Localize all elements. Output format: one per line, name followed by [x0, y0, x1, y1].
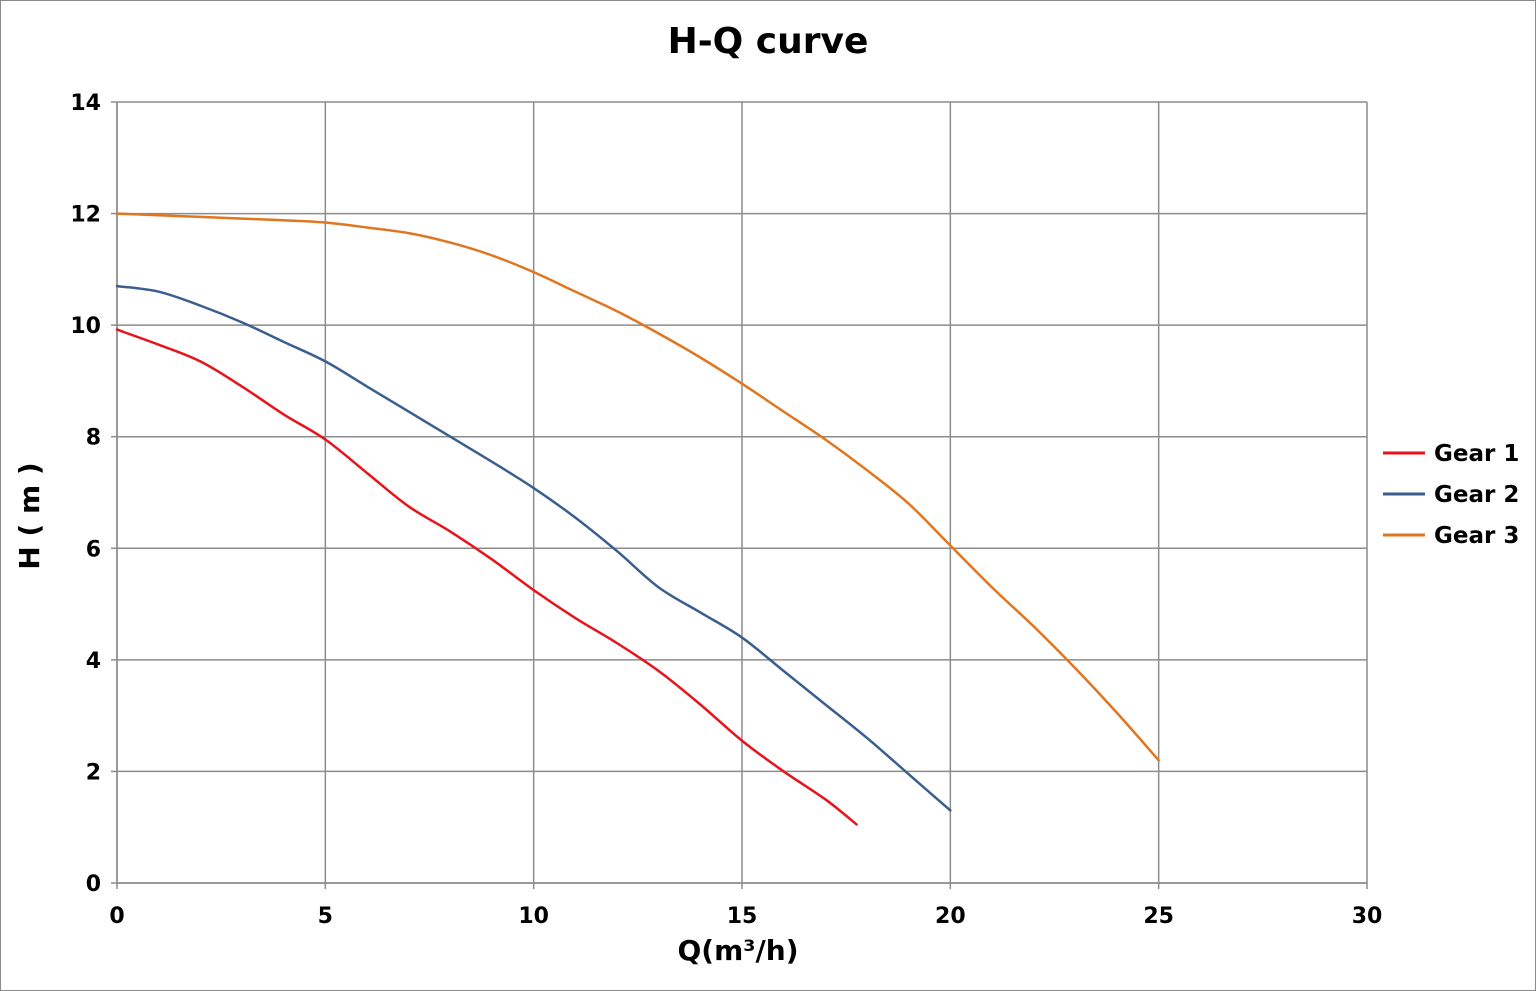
x-tick-label: 15	[727, 904, 758, 929]
y-tick-label: 4	[86, 649, 101, 674]
series-line-gear-2	[115, 284, 952, 812]
y-tick-label: 14	[70, 91, 101, 116]
legend: Gear 1 Gear 2 Gear 3	[1383, 441, 1519, 549]
series-lines	[115, 212, 1160, 826]
x-tick-label: 5	[318, 904, 333, 929]
x-tick-label: 25	[1143, 904, 1174, 929]
y-tick-label: 0	[86, 872, 101, 897]
tick-labels: 0 2 4 6 8 10 12 14 0 5 10 15 20 25 30	[70, 91, 1382, 929]
x-tick-label: 10	[518, 904, 549, 929]
y-axis-label: H ( m )	[13, 462, 46, 569]
y-tick-label: 10	[70, 314, 101, 339]
series-line-gear-3	[115, 212, 1160, 762]
x-tick-label: 0	[109, 904, 124, 929]
y-tick-label: 6	[86, 537, 101, 562]
axes	[111, 101, 1368, 889]
x-axis-label: Q(m³/h)	[678, 934, 799, 967]
chart-title: H-Q curve	[668, 21, 869, 62]
x-tick-label: 20	[935, 904, 966, 929]
y-tick-label: 12	[70, 203, 101, 228]
legend-label-gear-3: Gear 3	[1434, 523, 1519, 549]
series-line-gear-1	[115, 328, 858, 826]
y-tick-label: 8	[86, 426, 101, 451]
x-tick-label: 30	[1352, 904, 1383, 929]
legend-label-gear-1: Gear 1	[1434, 441, 1519, 467]
legend-label-gear-2: Gear 2	[1434, 482, 1519, 508]
y-tick-label: 2	[86, 760, 101, 785]
grid	[116, 101, 1368, 884]
